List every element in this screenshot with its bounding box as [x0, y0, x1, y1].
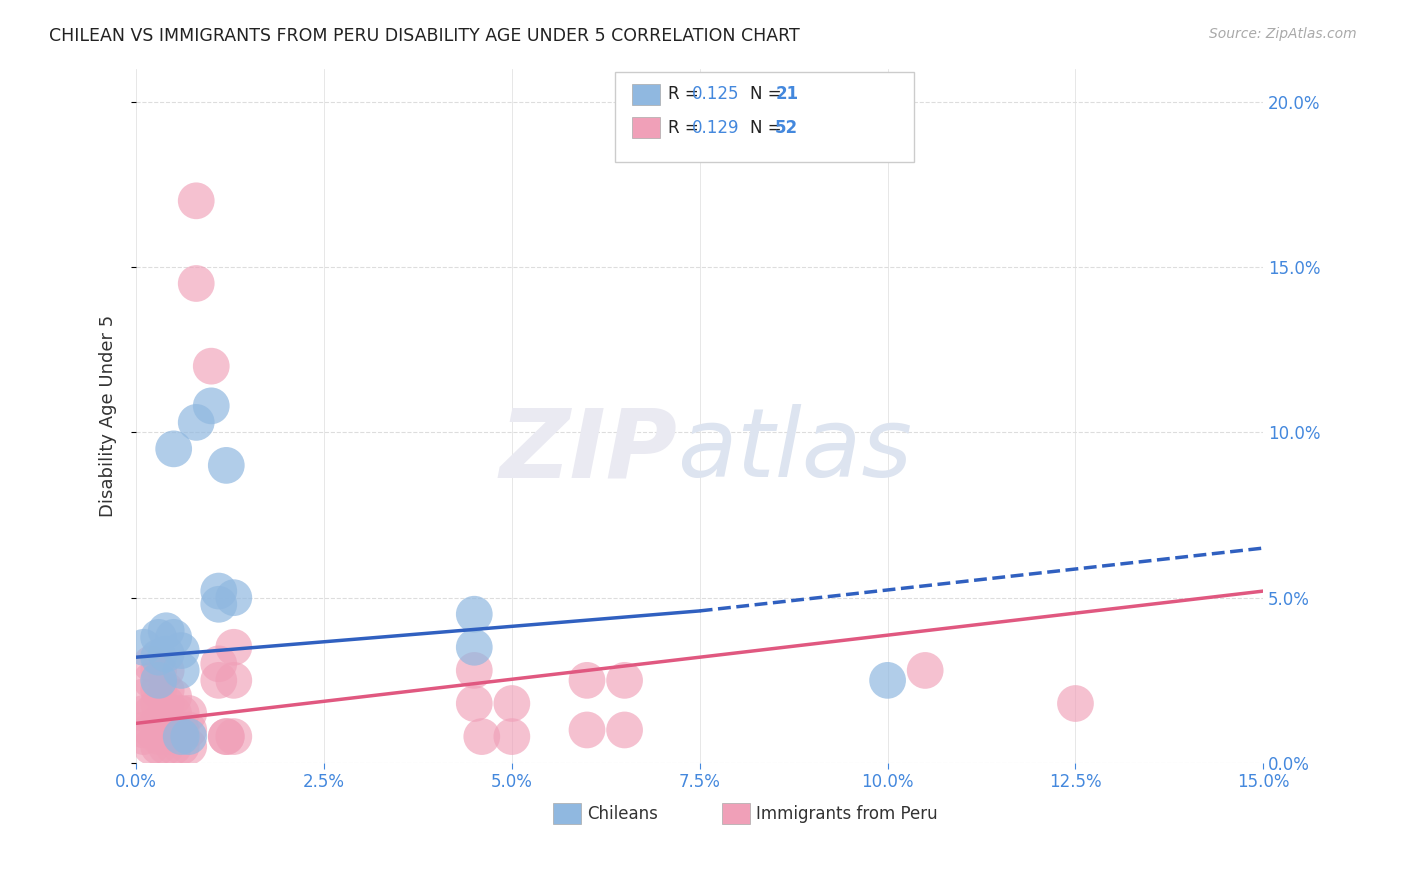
Point [463, 664, 485, 678]
Point [170, 730, 193, 744]
Point [148, 683, 170, 698]
Point [463, 640, 485, 655]
Point [222, 640, 245, 655]
Point [132, 723, 155, 737]
Point [155, 624, 177, 638]
FancyBboxPatch shape [633, 117, 661, 138]
Text: R =: R = [668, 119, 704, 136]
Text: Source: ZipAtlas.com: Source: ZipAtlas.com [1209, 27, 1357, 41]
Point [208, 657, 231, 671]
Point [170, 664, 193, 678]
Point [155, 664, 177, 678]
Point [148, 650, 170, 665]
Point [170, 643, 193, 657]
Text: 0.129: 0.129 [692, 119, 740, 136]
Point [177, 706, 200, 721]
FancyBboxPatch shape [723, 804, 751, 824]
Point [501, 730, 523, 744]
Point [463, 697, 485, 711]
Point [163, 723, 186, 737]
Point [177, 739, 200, 754]
Point [163, 690, 186, 704]
Point [463, 607, 485, 622]
Point [200, 359, 222, 374]
Point [139, 706, 162, 721]
FancyBboxPatch shape [553, 804, 581, 824]
Y-axis label: Disability Age Under 5: Disability Age Under 5 [100, 315, 117, 516]
Point [186, 194, 208, 208]
Point [132, 690, 155, 704]
Point [148, 664, 170, 678]
Point [155, 647, 177, 661]
Text: 21: 21 [775, 86, 799, 103]
Point [155, 739, 177, 754]
Point [132, 640, 155, 655]
Point [208, 584, 231, 599]
Point [155, 730, 177, 744]
Point [613, 673, 636, 688]
Point [155, 683, 177, 698]
Point [155, 716, 177, 731]
Text: CHILEAN VS IMMIGRANTS FROM PERU DISABILITY AGE UNDER 5 CORRELATION CHART: CHILEAN VS IMMIGRANTS FROM PERU DISABILI… [49, 27, 800, 45]
Point [575, 673, 598, 688]
Point [148, 631, 170, 645]
Point [163, 631, 186, 645]
Point [177, 730, 200, 744]
Point [215, 458, 238, 473]
Point [208, 673, 231, 688]
Point [148, 697, 170, 711]
Point [186, 277, 208, 291]
Point [148, 739, 170, 754]
FancyBboxPatch shape [616, 72, 914, 162]
Point [222, 730, 245, 744]
Point [148, 673, 170, 688]
Point [914, 664, 936, 678]
Point [139, 739, 162, 754]
Point [501, 697, 523, 711]
Point [1064, 697, 1087, 711]
Point [200, 399, 222, 413]
FancyBboxPatch shape [633, 84, 661, 104]
Point [177, 723, 200, 737]
Point [139, 657, 162, 671]
Point [139, 723, 162, 737]
Point [215, 730, 238, 744]
Point [876, 673, 898, 688]
Point [132, 706, 155, 721]
Point [139, 673, 162, 688]
Point [222, 591, 245, 605]
Point [163, 739, 186, 754]
Text: Chileans: Chileans [586, 805, 658, 822]
Text: 0.125: 0.125 [692, 86, 740, 103]
Point [471, 730, 494, 744]
Point [170, 706, 193, 721]
Text: atlas: atlas [678, 404, 912, 497]
Point [170, 739, 193, 754]
Point [215, 730, 238, 744]
Point [170, 723, 193, 737]
Point [132, 730, 155, 744]
Text: N =: N = [751, 86, 787, 103]
Point [148, 730, 170, 744]
Point [575, 723, 598, 737]
Text: 52: 52 [775, 119, 799, 136]
Point [163, 706, 186, 721]
Point [148, 716, 170, 731]
Text: Immigrants from Peru: Immigrants from Peru [756, 805, 938, 822]
Point [155, 697, 177, 711]
Point [613, 723, 636, 737]
Text: ZIP: ZIP [499, 404, 678, 497]
Text: R =: R = [668, 86, 704, 103]
Text: N =: N = [751, 119, 787, 136]
Point [208, 597, 231, 611]
Point [163, 442, 186, 456]
Point [186, 416, 208, 430]
Point [222, 673, 245, 688]
